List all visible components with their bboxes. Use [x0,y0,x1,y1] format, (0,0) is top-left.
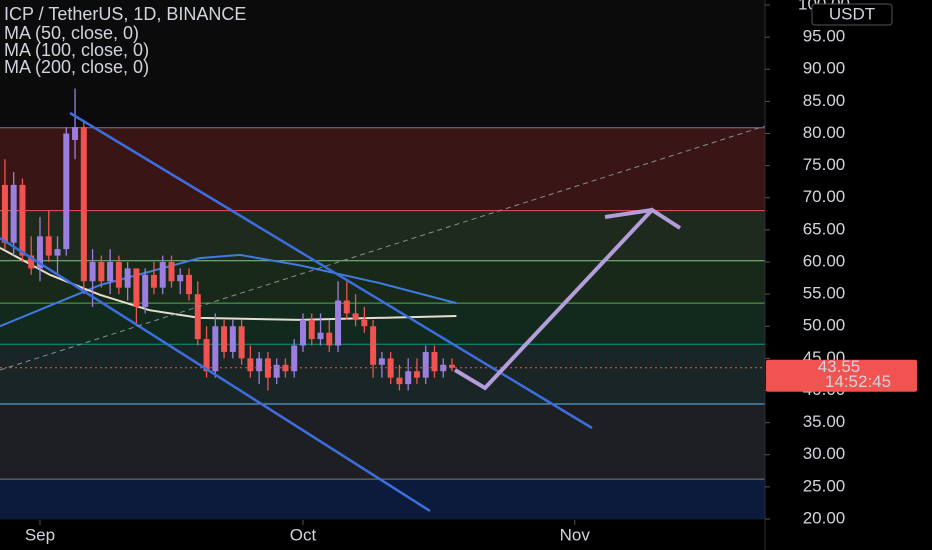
candle-body [177,274,184,282]
candle-body [133,268,140,307]
candle-body [405,371,412,385]
candle-body [273,364,280,378]
level-band [0,127,765,211]
candle-body [150,274,157,288]
level-band [0,210,765,261]
candle-body [326,332,333,346]
time-axis [0,520,765,550]
trend-dashed [0,125,766,371]
candle-body [142,274,149,307]
currency[interactable]: USDT [829,4,875,23]
y-tick-label: 30.00 [803,444,846,463]
candle-body [264,358,271,378]
fib-levels [0,127,765,519]
candle-body [194,294,201,340]
candle-body [449,364,456,368]
x-tick-label: Nov [560,525,591,544]
candle-body [221,326,228,352]
price-tag-value: 43.55 [818,357,861,376]
price-tag-countdown: 14:52:45 [825,372,891,391]
candle-body [378,358,385,365]
y-tick-label: 65.00 [803,219,846,238]
candle-body [299,319,306,346]
price-axis [765,0,932,550]
candle-body [343,300,350,314]
candle-body [335,300,342,346]
price-tag-box [766,359,917,392]
projection-arrow-head [604,208,653,219]
candle-body [238,326,245,359]
candle-body [36,236,43,269]
candle-body [413,371,420,378]
candle-body [352,313,359,320]
candle-body [186,274,193,295]
candle-body [396,377,403,385]
y-tick-label: 90.00 [803,59,846,78]
candle-body [291,345,298,372]
candle-body [159,262,166,288]
x-tick-label: Sep [25,525,55,544]
y-tick-label: 95.00 [803,27,846,46]
candle-body [317,332,324,340]
channel-lower [0,236,431,513]
y-tick-label: 80.00 [803,123,846,142]
candle-body [89,262,96,282]
y-tick-label: 60.00 [803,251,846,270]
y-tick-label: 75.00 [803,155,846,174]
candle-body [115,262,122,288]
ma-line [0,246,457,321]
legend-entry: MA (100, close, 0) [4,40,149,60]
candle-body [63,133,70,250]
candle-body [80,127,87,282]
candle-body [124,268,131,288]
candle-body [361,319,368,327]
level-band [0,303,765,345]
candle-body [28,255,35,269]
y-tick-label: 50.00 [803,316,846,335]
candle-body [256,358,263,372]
candle-body [19,184,26,256]
candle-body [308,319,315,340]
level-band [0,479,765,519]
candle-body [431,351,438,372]
projection-arrow [453,207,682,391]
candle-body [440,364,447,372]
candle-body [45,236,52,256]
y-tick-label: 20.00 [803,508,846,527]
candle-body [422,351,429,378]
candle-body [72,127,79,140]
candle-body [107,262,114,282]
y-tick-label: 55.00 [803,284,846,303]
candle-body [1,184,8,243]
legend-entry: MA (50, close, 0) [4,23,139,43]
y-tick-label: 70.00 [803,187,846,206]
chart-title: ICP / TetherUS, 1D, BINANCE [4,4,246,24]
candle-body [10,184,17,243]
y-tick-label: 25.00 [803,476,846,495]
candle-body [54,249,61,256]
legend-entry: MA (200, close, 0) [4,57,149,77]
y-tick-label: 35.00 [803,412,846,431]
candle-body [212,326,219,372]
channel-upper [69,111,593,430]
candle-body [98,262,105,282]
candle-body [370,326,377,365]
candle-body [203,339,210,372]
plot [0,88,765,391]
currency-box[interactable] [811,3,893,26]
y-tick-label: 85.00 [803,91,846,110]
candle-body [229,326,236,352]
level-band [0,403,765,480]
candle-body [168,262,175,282]
candle-body [247,358,254,372]
ma-line [0,253,457,328]
x-tick-label: Oct [290,525,317,544]
